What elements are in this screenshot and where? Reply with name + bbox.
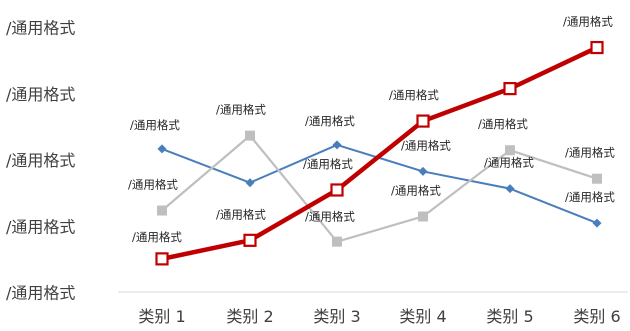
series-1-point <box>592 218 602 228</box>
data-label-layer: /通用格式/通用格式/通用格式/通用格式/通用格式/通用格式/通用格式/通用格式… <box>128 15 615 244</box>
series-2-point <box>418 211 428 222</box>
data-label: /通用格式 <box>128 178 178 192</box>
series-3-point <box>590 40 604 55</box>
x-axis-tick-labels: 类别 1 类别 2 类别 3 类别 4 类别 5 类别 6 <box>138 307 620 326</box>
series-3-point <box>503 82 517 96</box>
series-2-point <box>245 130 255 141</box>
series-1-point <box>332 140 342 150</box>
y-tick-label: /通用格式 <box>6 19 75 38</box>
series-1-point <box>418 166 428 176</box>
data-label: /通用格式 <box>132 230 182 244</box>
series-layer <box>155 40 604 266</box>
series-2-point <box>157 205 167 216</box>
x-tick-label: 类别 4 <box>399 307 446 326</box>
data-label: /通用格式 <box>389 88 439 102</box>
series-line-2 <box>161 134 598 243</box>
data-label: /通用格式 <box>305 114 355 128</box>
data-label: /通用格式 <box>305 210 355 224</box>
series-2-point <box>505 145 515 156</box>
series-1-point <box>245 178 255 188</box>
series-3-point <box>155 252 169 266</box>
series-3-point <box>243 233 257 247</box>
data-label: /通用格式 <box>130 118 180 132</box>
y-tick-label: /通用格式 <box>6 284 75 303</box>
series-2-point <box>592 173 602 184</box>
series-3-point <box>330 183 344 197</box>
x-tick-label: 类别 5 <box>486 307 533 326</box>
x-tick-label: 类别 2 <box>226 307 273 326</box>
y-tick-label: /通用格式 <box>6 151 75 170</box>
data-label: /通用格式 <box>478 117 528 131</box>
series-line-3 <box>161 45 598 262</box>
x-tick-label: 类别 3 <box>313 307 360 326</box>
x-tick-label: 类别 1 <box>138 307 185 326</box>
data-label: /通用格式 <box>216 103 266 117</box>
series-2-point <box>332 236 342 247</box>
data-label: /通用格式 <box>216 207 266 221</box>
data-label: /通用格式 <box>565 190 615 204</box>
series-3-point <box>416 114 430 128</box>
y-axis-tick-labels: /通用格式/通用格式/通用格式/通用格式/通用格式 <box>6 19 75 303</box>
x-tick-label: 类别 6 <box>573 307 620 326</box>
series-1-point <box>505 184 515 194</box>
y-tick-label: /通用格式 <box>6 217 75 236</box>
series-1-point <box>157 144 167 154</box>
data-label: /通用格式 <box>401 138 451 152</box>
data-label: /通用格式 <box>391 183 441 197</box>
data-label: /通用格式 <box>563 15 613 29</box>
data-label: /通用格式 <box>565 146 615 160</box>
data-label: /通用格式 <box>484 156 534 170</box>
data-label: /通用格式 <box>303 157 353 171</box>
y-tick-label: /通用格式 <box>6 85 75 104</box>
